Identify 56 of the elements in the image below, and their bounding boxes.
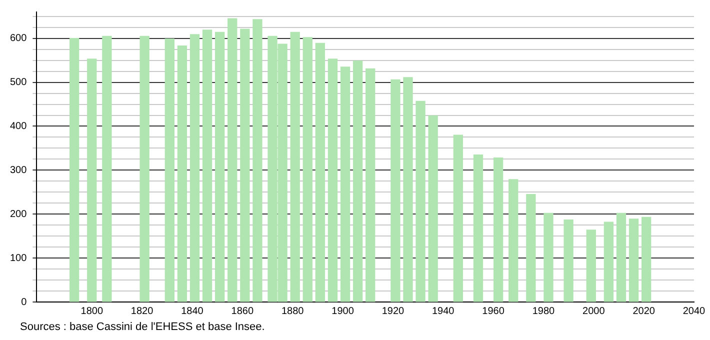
bar bbox=[290, 32, 300, 302]
x-tick-label: 1960 bbox=[482, 306, 505, 317]
bar bbox=[473, 154, 484, 302]
bar bbox=[453, 134, 463, 302]
bar bbox=[140, 36, 150, 302]
y-tick-label: 300 bbox=[10, 164, 28, 176]
x-tick-label: 1800 bbox=[80, 306, 104, 317]
bar bbox=[508, 179, 518, 302]
bar bbox=[390, 79, 400, 302]
x-tick-label: 1900 bbox=[332, 306, 354, 317]
x-tick-label: 1880 bbox=[281, 306, 304, 317]
bar bbox=[564, 220, 574, 302]
bar bbox=[352, 60, 363, 302]
bar bbox=[240, 28, 250, 302]
bar bbox=[628, 218, 639, 302]
x-tick-label: 1840 bbox=[181, 306, 204, 317]
bar bbox=[366, 68, 376, 302]
x-tick-label: 1940 bbox=[432, 306, 455, 317]
bar bbox=[586, 230, 596, 302]
x-tick-label: 1860 bbox=[231, 306, 254, 317]
bar bbox=[328, 58, 338, 302]
bar bbox=[228, 18, 238, 302]
bar bbox=[493, 158, 504, 302]
bar bbox=[252, 19, 262, 302]
x-tick-label: 1920 bbox=[382, 306, 404, 317]
bar bbox=[202, 30, 212, 302]
bar bbox=[604, 222, 614, 302]
bar bbox=[340, 66, 350, 302]
source-note: Sources : base Cassini de l'EHESS et base Insee. bbox=[19, 320, 266, 334]
x-tick-label: 1980 bbox=[532, 306, 556, 317]
x-tick-label: 2020 bbox=[632, 306, 656, 317]
bar bbox=[215, 32, 225, 302]
y-tick-label: 200 bbox=[10, 208, 28, 220]
y-tick-label: 100 bbox=[10, 252, 28, 264]
bar bbox=[642, 216, 652, 302]
bar bbox=[69, 38, 80, 302]
bar bbox=[315, 42, 326, 302]
bar bbox=[416, 100, 426, 302]
y-tick-label: 0 bbox=[21, 296, 28, 308]
bar bbox=[102, 36, 112, 302]
bar bbox=[526, 194, 536, 302]
y-tick-label: 500 bbox=[10, 77, 28, 88]
bar bbox=[177, 46, 188, 302]
bar bbox=[190, 34, 200, 302]
bar bbox=[428, 115, 438, 302]
x-tick-label: 1820 bbox=[130, 306, 154, 317]
bar bbox=[616, 212, 626, 302]
y-tick-label: 600 bbox=[10, 33, 28, 44]
x-tick-label: 2000 bbox=[582, 306, 606, 317]
x-tick-label: 2040 bbox=[682, 306, 706, 317]
y-tick-label: 400 bbox=[10, 120, 28, 132]
bar bbox=[403, 77, 413, 302]
bar bbox=[302, 37, 312, 302]
bar bbox=[544, 212, 554, 302]
bar bbox=[164, 38, 174, 302]
bar bbox=[87, 58, 97, 302]
